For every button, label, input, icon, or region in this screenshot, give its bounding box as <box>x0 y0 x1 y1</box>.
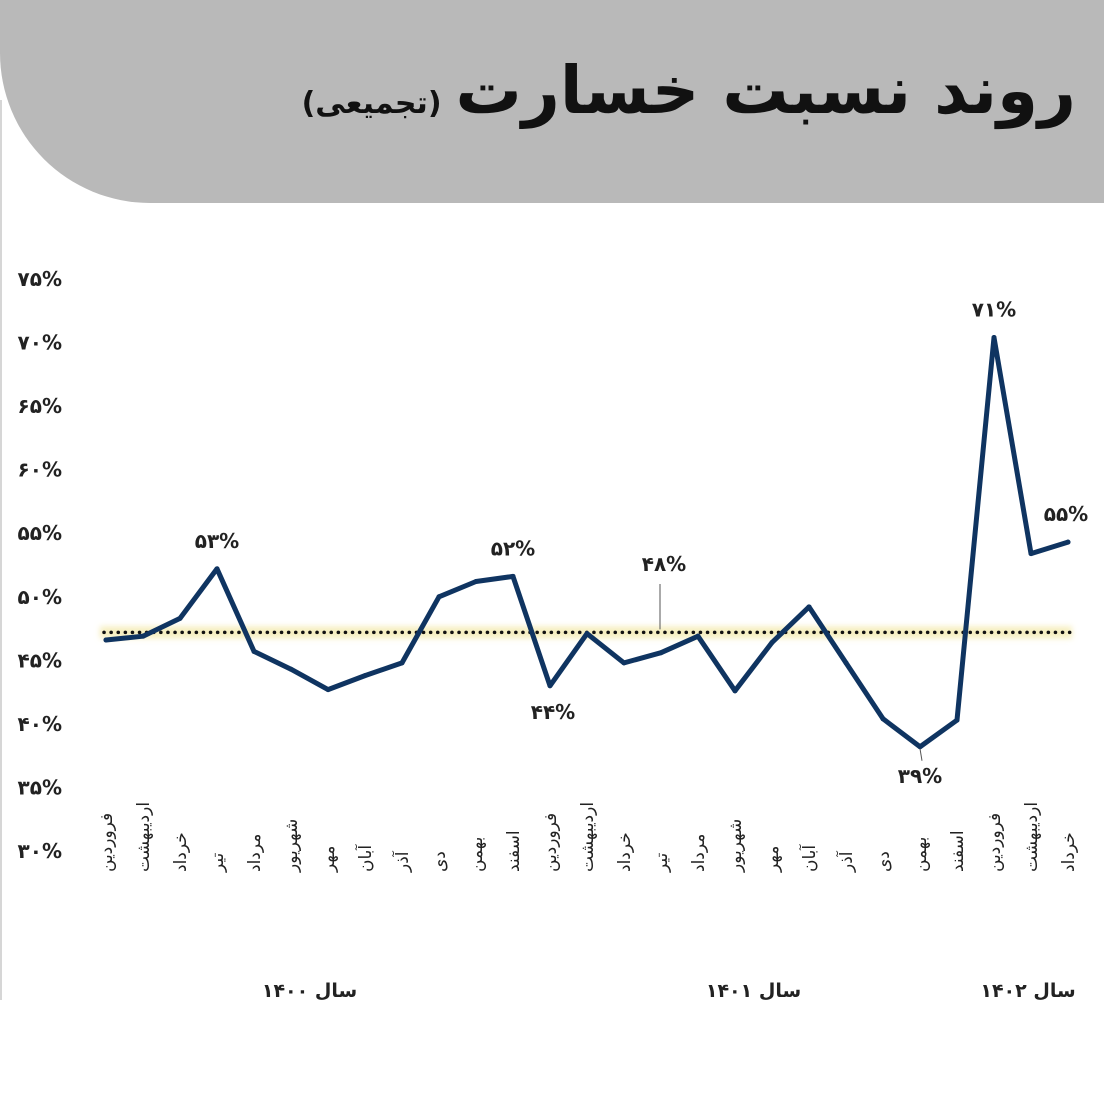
x-tick-label: اردیبهشت <box>578 802 598 872</box>
data-point <box>991 334 997 340</box>
data-point <box>658 650 664 656</box>
data-point <box>288 666 294 672</box>
x-tick-label: شهریور <box>282 819 302 873</box>
x-tick-label: اردیبهشت <box>134 802 154 872</box>
data-point <box>584 631 590 637</box>
page-title: روند نسبت خسارت <box>455 52 1076 129</box>
data-label: ۴۴% <box>531 700 575 724</box>
data-label: ۵۵% <box>1044 502 1088 526</box>
y-tick-label: ۳۰% <box>18 839 62 863</box>
data-point <box>769 640 775 646</box>
data-point <box>695 633 701 639</box>
data-point <box>177 615 183 621</box>
series-line <box>103 335 1071 750</box>
y-tick-label: ۳۵% <box>18 775 62 799</box>
year-group-label: سال ۱۴۰۰ <box>262 980 357 1002</box>
y-tick-label: ۶۰% <box>18 458 62 482</box>
data-labels: ۵۳% ۵۲% ۴۴% ۳۹% ۷۱% ۵۵% <box>195 297 1088 787</box>
title-block: روند نسبت خسارت (تجمیعی) <box>302 52 1076 129</box>
y-tick-label: ۶۵% <box>18 394 62 418</box>
x-tick-label: اردیبهشت <box>1022 802 1042 872</box>
data-label: ۳۹% <box>898 764 942 788</box>
x-tick-label: مرداد <box>689 834 709 872</box>
data-label: ۷۱% <box>972 297 1016 321</box>
data-point <box>732 688 738 694</box>
data-point <box>325 687 331 693</box>
y-tick-label: ۴۵% <box>18 648 62 672</box>
y-tick-label: ۵۰% <box>18 585 62 609</box>
data-point <box>880 716 886 722</box>
y-tick-label: ۷۰% <box>18 331 62 355</box>
data-point <box>362 673 368 679</box>
x-tick-label: دی <box>874 851 894 872</box>
x-tick-label: فروردین <box>541 813 561 872</box>
x-tick-label: اسفند <box>948 830 968 872</box>
x-tick-label: شهریور <box>726 819 746 873</box>
x-tick-label: آبان <box>798 844 820 872</box>
x-tick-label: آبان <box>354 844 376 872</box>
year-group-label: سال ۱۴۰۱ <box>706 980 801 1002</box>
x-tick-label: تیر <box>652 852 672 873</box>
data-point <box>1065 539 1071 545</box>
data-point <box>214 566 220 572</box>
left-edge-line <box>0 100 2 1000</box>
x-tick-label: خرداد <box>171 832 191 872</box>
series-group <box>103 334 1071 750</box>
y-tick-label: ۵۵% <box>18 521 62 545</box>
data-point <box>806 604 812 610</box>
page-subtitle: (تجمیعی) <box>301 86 442 121</box>
y-axis: ۳۰% ۳۵% ۴۰% ۴۵% ۵۰% ۵۵% ۶۰% ۶۵% ۷۰% ۷۵% <box>18 267 62 863</box>
x-tick-label: مهر <box>763 846 783 873</box>
data-label-leader <box>919 748 923 761</box>
x-tick-label: فروردین <box>985 813 1005 872</box>
x-tick-label: فروردین <box>97 813 117 872</box>
data-point <box>399 660 405 666</box>
x-tick-label: خرداد <box>615 832 635 872</box>
y-tick-label: ۷۵% <box>18 267 62 291</box>
x-tick-label: خرداد <box>1059 832 1079 872</box>
x-tick-label: بهمن <box>911 837 931 872</box>
data-point <box>510 573 516 579</box>
year-group-label: سال ۱۴۰۲ <box>980 980 1075 1002</box>
year-groups: سال ۱۴۰۰ سال ۱۴۰۱ سال ۱۴۰۲ <box>262 980 1076 1002</box>
x-tick-label: مهر <box>319 846 339 873</box>
header-band <box>0 0 1104 203</box>
y-tick-label: ۴۰% <box>18 712 62 736</box>
data-point <box>140 633 146 639</box>
data-point <box>954 717 960 723</box>
x-tick-label: مرداد <box>245 834 265 872</box>
x-tick-label: آذر <box>835 850 857 873</box>
data-point <box>251 648 257 654</box>
data-point <box>917 744 923 750</box>
data-point <box>103 637 109 643</box>
average-label: ۴۸% <box>642 552 686 576</box>
x-tick-label: تیر <box>208 852 228 873</box>
data-point <box>843 660 849 666</box>
data-point <box>436 594 442 600</box>
data-point <box>1028 551 1034 557</box>
data-point <box>547 683 553 689</box>
data-point <box>621 660 627 666</box>
x-tick-label: بهمن <box>467 837 487 872</box>
average-line-group: ۴۸% <box>100 552 1072 639</box>
data-label: ۵۲% <box>491 536 535 560</box>
data-point <box>473 579 479 585</box>
data-label: ۵۳% <box>195 529 239 553</box>
x-tick-label: دی <box>430 851 450 872</box>
x-tick-label: اسفند <box>504 830 524 872</box>
x-tick-label: آذر <box>391 850 413 873</box>
x-axis: فروردین اردیبهشت خرداد تیر مرداد شهریور مهر آبا… <box>97 802 1079 873</box>
